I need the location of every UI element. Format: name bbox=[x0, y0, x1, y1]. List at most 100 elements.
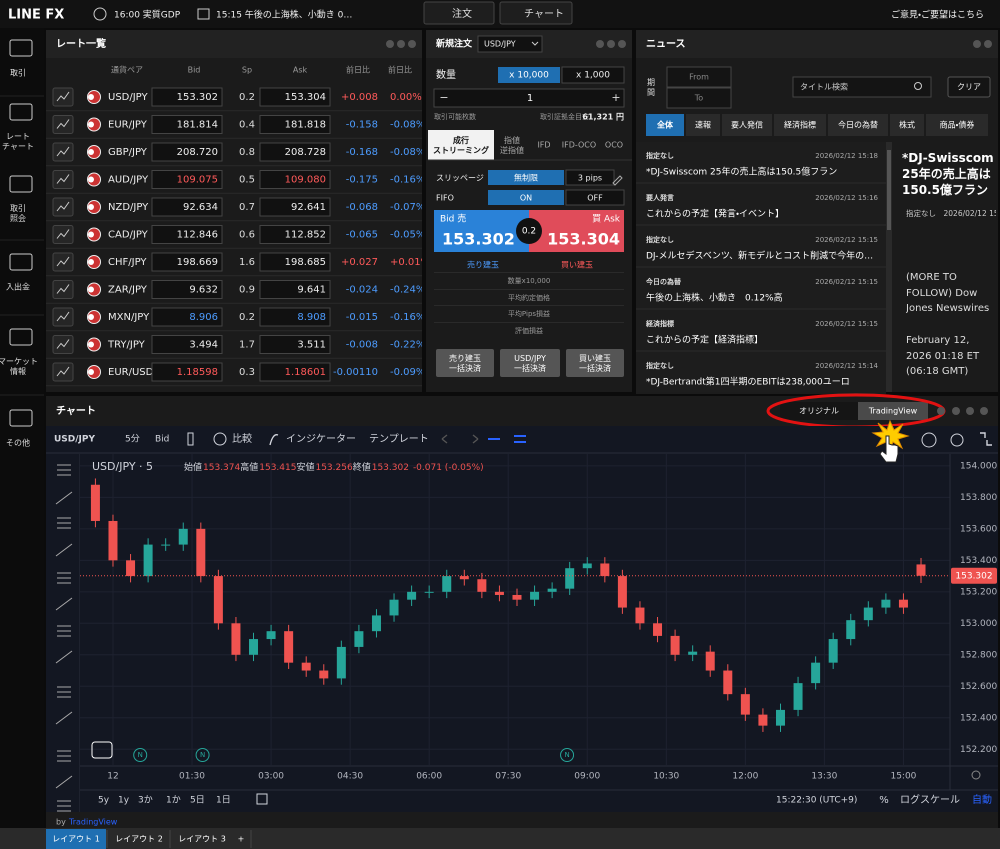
news-headline[interactable]: 午後の上海株、小動き 0.12%高 bbox=[646, 292, 783, 304]
ask-box[interactable] bbox=[259, 115, 331, 134]
ask-price[interactable]: 1.18601 bbox=[285, 367, 326, 378]
mini-chart-button[interactable] bbox=[52, 87, 74, 107]
search-placeholder[interactable]: タイトル検索 bbox=[800, 82, 848, 92]
news-tab-label[interactable]: 速報 bbox=[695, 120, 711, 130]
sidebar-item[interactable]: 入出金 bbox=[6, 282, 30, 292]
ask-price[interactable]: 153.304 bbox=[285, 92, 326, 103]
scrollbar-thumb[interactable] bbox=[887, 150, 891, 230]
sidebar-item[interactable]: マーケット情報 bbox=[0, 357, 38, 376]
date-to[interactable] bbox=[666, 87, 732, 109]
fifo-option[interactable] bbox=[488, 190, 564, 205]
panel-control[interactable] bbox=[386, 40, 394, 48]
order-button[interactable] bbox=[423, 1, 495, 25]
news-date[interactable]: 2026/02/12 15:15 bbox=[815, 278, 878, 286]
news-tab-label[interactable]: 商品・債券 bbox=[940, 120, 975, 130]
drawing-tool[interactable] bbox=[57, 750, 71, 762]
quantity-input[interactable] bbox=[433, 88, 625, 108]
news-item[interactable] bbox=[636, 184, 886, 224]
mini-chart-button[interactable] bbox=[52, 115, 74, 134]
bid-price[interactable]: 8.906 bbox=[189, 312, 218, 323]
settle-button-label[interactable]: 買い建玉一括決済 bbox=[579, 353, 611, 373]
news-item[interactable] bbox=[636, 352, 886, 392]
drawing-tool[interactable] bbox=[55, 711, 73, 725]
ask-price[interactable]: 3.511 bbox=[297, 340, 326, 351]
bid-price[interactable]: 181.814 bbox=[177, 120, 218, 131]
layout-tab[interactable] bbox=[171, 829, 233, 849]
ask-box[interactable] bbox=[259, 197, 331, 217]
news-item[interactable] bbox=[636, 268, 886, 308]
date-from[interactable] bbox=[666, 66, 732, 88]
panel-control[interactable] bbox=[984, 40, 992, 48]
bid-box[interactable] bbox=[151, 335, 223, 354]
news-category[interactable]: 指定なし bbox=[646, 235, 674, 244]
panel-control[interactable] bbox=[408, 40, 416, 48]
news-category[interactable]: 今日の為替 bbox=[646, 277, 681, 286]
date-from-placeholder[interactable]: From bbox=[689, 73, 709, 82]
drawing-tool[interactable] bbox=[55, 775, 73, 789]
range-button[interactable]: 3か bbox=[138, 795, 153, 806]
ask-price[interactable]: 181.818 bbox=[285, 120, 326, 131]
drawing-tool[interactable] bbox=[57, 464, 71, 476]
ask-box[interactable] bbox=[259, 307, 331, 327]
event-marker[interactable] bbox=[133, 748, 148, 762]
news-date[interactable]: 2026/02/12 15:15 bbox=[815, 236, 878, 244]
sell-price[interactable]: 153.302 bbox=[442, 230, 515, 249]
toolbar-item[interactable]: USD/JPY bbox=[54, 435, 95, 445]
drawing-tool[interactable] bbox=[55, 543, 73, 557]
news-tab-label[interactable]: 全体 bbox=[656, 120, 674, 130]
news-item[interactable] bbox=[636, 142, 886, 182]
ask-box[interactable] bbox=[259, 170, 331, 189]
auto-scale-toggle[interactable]: 自動 bbox=[972, 793, 992, 806]
news-date[interactable]: 2026/02/12 15:16 bbox=[815, 194, 878, 202]
settle-button-label[interactable]: USD/JPY 一括決済 bbox=[514, 354, 546, 373]
mini-chart-button[interactable] bbox=[52, 197, 74, 217]
view-toggle[interactable] bbox=[780, 402, 858, 420]
drawing-tool[interactable] bbox=[57, 572, 71, 584]
attribution-link[interactable]: TradingView bbox=[68, 818, 118, 827]
bid-box[interactable] bbox=[151, 197, 223, 217]
layout-tab-label[interactable]: レイアウト 1 bbox=[52, 835, 100, 844]
news-item[interactable] bbox=[636, 310, 886, 350]
mini-chart-button[interactable] bbox=[52, 142, 74, 162]
date-to-placeholder[interactable]: To bbox=[694, 94, 704, 103]
sidebar-item[interactable]: 取引 bbox=[10, 69, 26, 78]
bid-price[interactable]: 92.634 bbox=[183, 202, 218, 213]
news-tab[interactable] bbox=[926, 114, 988, 136]
panel-control[interactable] bbox=[607, 40, 615, 48]
drawing-tool[interactable] bbox=[57, 517, 71, 529]
panel-control[interactable] bbox=[937, 407, 945, 415]
panel-control[interactable] bbox=[397, 40, 405, 48]
bid-box[interactable] bbox=[151, 225, 223, 244]
order-tab[interactable]: 成行ストリーミング bbox=[433, 135, 489, 155]
mini-chart-button[interactable] bbox=[52, 280, 74, 299]
bid-price[interactable]: 1.18598 bbox=[177, 367, 218, 378]
news-category[interactable]: 要人発言 bbox=[646, 193, 674, 202]
view-toggle-label[interactable]: オリジナル bbox=[799, 407, 839, 416]
bid-box[interactable] bbox=[151, 362, 223, 382]
slippage-option-label[interactable]: 3 pips bbox=[578, 174, 602, 183]
toolbar-item[interactable]: テンプレート bbox=[369, 433, 429, 445]
toolbar-item[interactable]: Bid bbox=[155, 435, 169, 445]
news-date[interactable]: 2026/02/12 15:15 bbox=[815, 320, 878, 328]
news-tab[interactable] bbox=[890, 114, 924, 136]
fifo-option[interactable] bbox=[565, 189, 625, 206]
ask-box[interactable] bbox=[259, 280, 331, 299]
search-box[interactable] bbox=[792, 76, 932, 98]
ask-box[interactable] bbox=[259, 87, 331, 107]
layout-tab[interactable] bbox=[232, 829, 250, 849]
toolbar-item[interactable]: 比較 bbox=[232, 433, 252, 445]
news-tab-label[interactable]: 要人発信 bbox=[731, 120, 763, 130]
news-headline[interactable]: DJ-メルセデスベンツ、新モデルとコスト削減で今年の… bbox=[646, 250, 873, 262]
increment[interactable]: + bbox=[611, 91, 620, 104]
percent-toggle[interactable]: % bbox=[879, 795, 889, 806]
view-toggle-active[interactable] bbox=[858, 402, 928, 420]
panel-control[interactable] bbox=[618, 40, 626, 48]
chart-button-label[interactable]: チャート bbox=[524, 8, 564, 20]
layout-tab[interactable] bbox=[109, 829, 169, 849]
news-headline[interactable]: *DJ-Bertrandt第1四半期のEBITは238,000ユーロ bbox=[646, 376, 850, 388]
sell-label[interactable]: Bid 売 bbox=[440, 213, 466, 225]
news-tab[interactable] bbox=[722, 114, 772, 136]
ask-price[interactable]: 8.908 bbox=[297, 312, 326, 323]
range-button[interactable]: 5y bbox=[98, 796, 110, 806]
settle-button[interactable] bbox=[436, 349, 494, 377]
